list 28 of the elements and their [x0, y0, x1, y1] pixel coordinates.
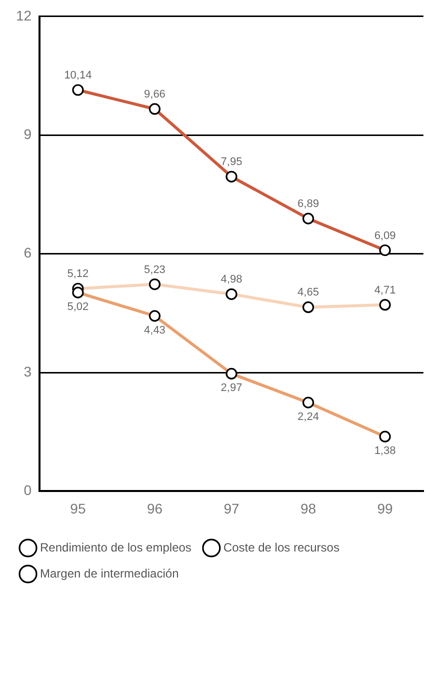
data-label: 2,24	[298, 411, 319, 424]
x-tick-label: 96	[146, 500, 163, 516]
x-tick-label: 98	[300, 500, 316, 516]
data-label: 4,98	[220, 274, 242, 286]
y-tick-label: 6	[24, 244, 32, 261]
y-tick-label: 0	[24, 482, 32, 498]
data-label: 5,12	[67, 268, 89, 280]
x-tick-label: 99	[377, 500, 394, 516]
data-label: 5,02	[67, 301, 89, 314]
y-tick-label: 12	[16, 7, 32, 24]
legend-label: Coste de los recursos	[223, 540, 340, 554]
y-tick-label: 9	[24, 126, 32, 142]
y-tick-label: 3	[24, 363, 32, 380]
data-label: 6,89	[298, 198, 319, 210]
legend-label: Margen de intermediación	[40, 566, 179, 580]
x-tick-label: 97	[224, 500, 240, 516]
x-tick-label: 95	[70, 500, 86, 516]
data-label: 4,71	[374, 284, 396, 296]
data-label: 9,66	[144, 88, 166, 101]
data-label: 5,23	[144, 264, 166, 276]
data-label: 6,09	[374, 230, 396, 242]
data-label: 4,65	[298, 286, 319, 299]
data-label: 4,43	[144, 324, 166, 336]
data-label: 2,97	[220, 382, 242, 394]
data-label: 10,14	[64, 70, 92, 82]
legend-label: Rendimiento de los empleos	[40, 540, 192, 554]
data-label: 7,95	[220, 156, 242, 168]
data-label: 1,38	[374, 445, 396, 458]
